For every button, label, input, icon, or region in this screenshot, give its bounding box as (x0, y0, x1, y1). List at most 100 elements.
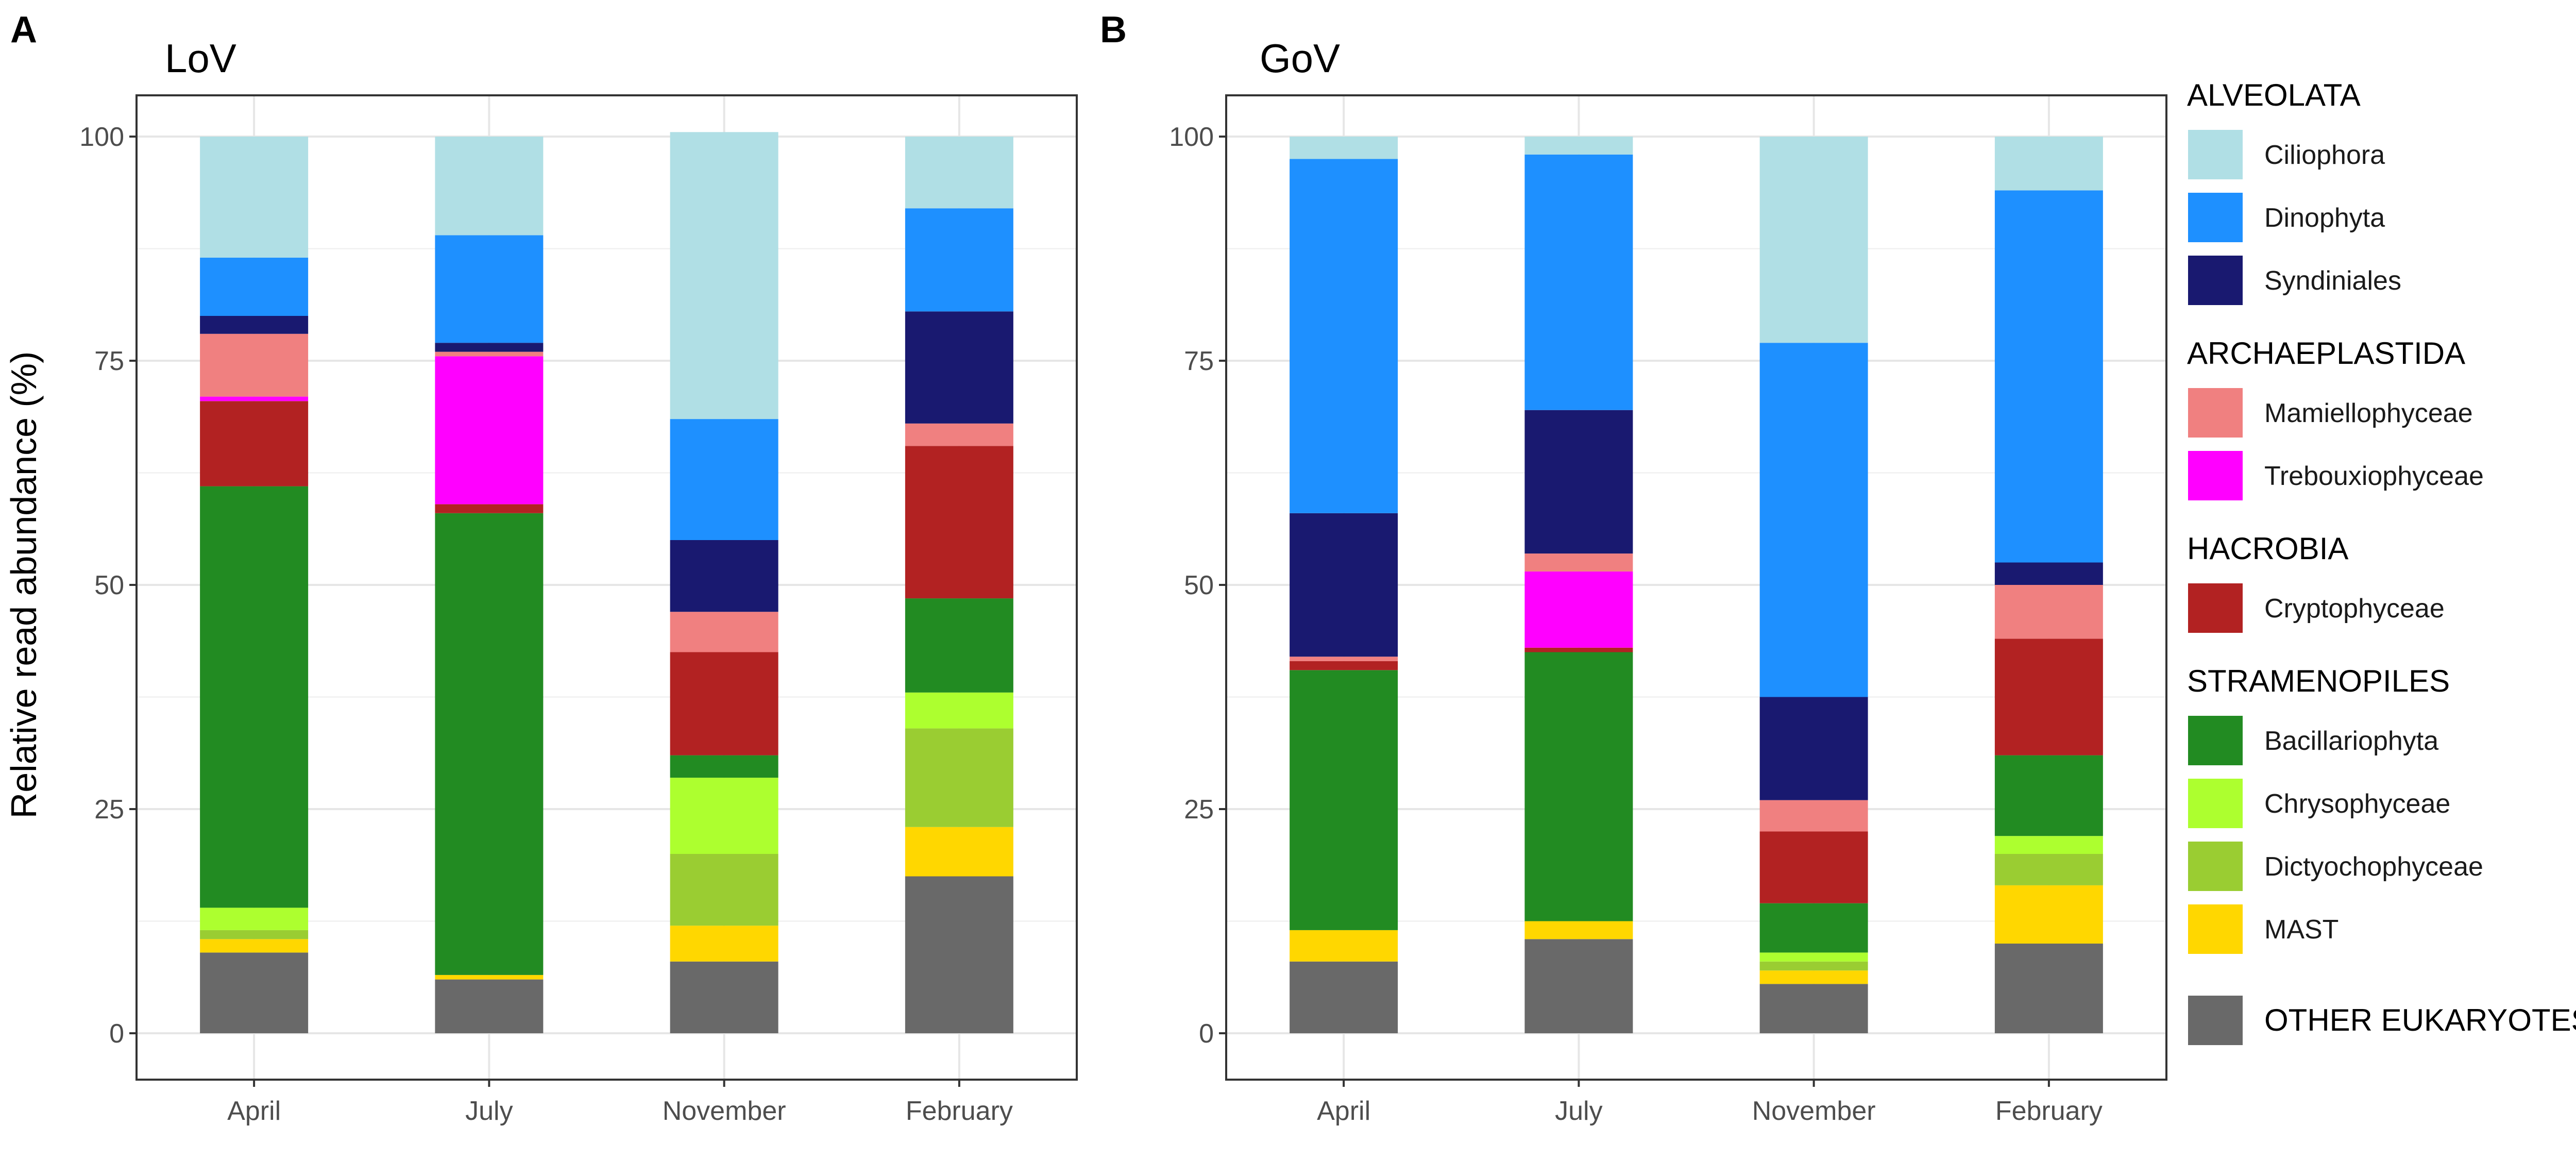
x-tick-label-july: July (1555, 1096, 1602, 1126)
bar-segment-july-mast (1524, 921, 1633, 939)
panel-title: LoV (165, 36, 236, 81)
legend-key (2186, 581, 2245, 635)
legend-label: Bacillariophyta (2264, 726, 2438, 756)
bar-segment-november-dinophyta (670, 419, 778, 540)
legend-item-cryptophyceae: Cryptophyceae (2186, 581, 2445, 635)
legend-item-dictyochophyceae: Dictyochophyceae (2186, 839, 2483, 893)
bar-segment-july-mast (435, 975, 544, 980)
bar-segment-february-cryptophyceae (1994, 639, 2103, 755)
legend-label: Mamiellophyceae (2264, 398, 2473, 428)
bar-segment-july-trebouxiophyceae (1524, 571, 1633, 648)
legend-label: MAST (2264, 915, 2338, 945)
bars (200, 132, 1013, 1033)
bar-segment-april-bacillariophyta (1290, 670, 1398, 930)
legend-label: Cryptophyceae (2264, 594, 2445, 624)
legend-key (2186, 714, 2245, 767)
legend-key (2186, 902, 2245, 956)
bar-segment-february-cryptophyceae (905, 446, 1013, 599)
bar-segment-february-dinophyta (905, 208, 1013, 312)
bar-segment-november-other-eukaryotes (670, 961, 778, 1033)
legend-label: Dictyochophyceae (2264, 852, 2483, 882)
bar-segment-november-mamiellophyceae (670, 612, 778, 652)
x-tick-label-july: July (465, 1096, 513, 1126)
bar-segment-november-bacillariophyta (1759, 903, 1868, 953)
legend-key (2186, 777, 2245, 830)
bar-segment-february-mast (905, 827, 1013, 877)
panel-letter: B (1100, 9, 1127, 51)
bar-segment-april-bacillariophyta (200, 486, 309, 908)
bar-segment-november-mast (1759, 970, 1868, 984)
bar-segment-july-dinophyta (1524, 154, 1633, 410)
bar-segment-july-mamiellophyceae (435, 351, 544, 357)
plot-border (135, 94, 1078, 1081)
legend-label: OTHER EUKARYOTES (2264, 1003, 2576, 1037)
panel-title: GoV (1260, 36, 1340, 81)
panel-lov: 0 25 50 75 100 April July November February A LoV R… (4, 9, 1078, 1126)
bar-segment-february-dictyochophyceae (1994, 854, 2103, 885)
bar-segment-july-cryptophyceae (435, 504, 544, 513)
legend-item-other-eukaryotes: OTHER EUKARYOTES (2186, 994, 2576, 1047)
legend-group-title: ALVEOLATA (2187, 78, 2361, 112)
panel-letter: A (10, 9, 37, 51)
bars (1290, 137, 2103, 1033)
legend-key (2186, 191, 2245, 244)
legend-key (2186, 386, 2245, 440)
legend-item-syndiniales: Syndiniales (2186, 254, 2401, 307)
bar-segment-november-mast (670, 926, 778, 962)
bar-segment-april-mast (1290, 930, 1398, 962)
bar-segment-february-mast (1994, 885, 2103, 944)
legend-item-mast: MAST (2186, 902, 2338, 956)
bar-segment-february-mamiellophyceae (1994, 585, 2103, 639)
y-axis-title: Relative read abundance (%) (4, 351, 44, 819)
bar-segment-july-trebouxiophyceae (435, 356, 544, 505)
y-tick-label: 50 (1184, 570, 1214, 600)
legend-group-stramenopiles: STRAMENOPILES Bacillariophyta Chrysophycea… (2186, 664, 2483, 956)
bar-segment-april-dictyochophyceae (200, 930, 309, 939)
bar-segment-november-bacillariophyta (670, 755, 778, 778)
bar-segment-february-syndiniales (1994, 562, 2103, 585)
legend-group-title: ARCHAEPLASTIDA (2187, 336, 2465, 371)
legend-key (2186, 449, 2245, 502)
legend-label: Trebouxiophyceae (2264, 461, 2484, 491)
legend-group-title: STRAMENOPILES (2187, 664, 2450, 698)
legend-item-ciliophora: Ciliophora (2186, 128, 2385, 181)
y-tick-label: 75 (94, 346, 124, 376)
legend-item-dinophyta: Dinophyta (2186, 191, 2385, 244)
bar-segment-february-ciliophora (1994, 137, 2103, 191)
bar-segment-november-ciliophora (1759, 137, 1868, 343)
x-tick-label-april: April (227, 1096, 281, 1126)
bar-segment-july-mamiellophyceae (1524, 553, 1633, 572)
y-tick-label: 25 (1184, 795, 1214, 825)
bar-segment-july-bacillariophyta (435, 513, 544, 975)
bar-segment-april-mamiellophyceae (1290, 657, 1398, 661)
y-tick-label: 0 (1199, 1019, 1214, 1049)
legend-item-bacillariophyta: Bacillariophyta (2186, 714, 2438, 767)
bar-segment-november-syndiniales (670, 540, 778, 612)
bar-segment-july-other-eukaryotes (1524, 939, 1633, 1033)
legend-item-mamiellophyceae: Mamiellophyceae (2186, 386, 2473, 440)
bar-segment-july-ciliophora (1524, 137, 1633, 155)
bar-segment-november-cryptophyceae (670, 652, 778, 755)
bar-segment-april-cryptophyceae (200, 401, 309, 486)
bar-segment-november-dictyochophyceae (1759, 961, 1868, 971)
legend-key (2186, 128, 2245, 181)
legend-key (2186, 839, 2245, 893)
legend-group-alveolata: ALVEOLATA Ciliophora Dinophyta Syndiniales (2186, 78, 2401, 307)
bar-segment-november-syndiniales (1759, 697, 1868, 800)
bar-segment-february-other-eukaryotes (905, 876, 1013, 1033)
y-tick-label: 100 (79, 122, 124, 152)
legend-label: Chrysophyceae (2264, 789, 2450, 819)
x-tick-label-february: February (1995, 1096, 2103, 1126)
bar-segment-february-bacillariophyta (1994, 755, 2103, 836)
panel-gov: 0 25 50 75 100 April July November February B GoV (1100, 9, 2167, 1126)
plot-border (1225, 94, 2167, 1081)
x-tick-label-february: February (906, 1096, 1013, 1126)
bar-segment-february-dictyochophyceae (905, 728, 1013, 827)
bar-segment-april-mamiellophyceae (200, 333, 309, 397)
x-tick-label-november: November (1752, 1096, 1876, 1126)
legend-group-hacrobia: HACROBIA Cryptophyceae (2186, 531, 2445, 635)
bar-segment-november-chrysophyceae (670, 778, 778, 854)
y-tick-label: 100 (1169, 122, 1214, 152)
bar-segment-april-mast (200, 939, 309, 953)
bar-segment-february-syndiniales (905, 311, 1013, 424)
